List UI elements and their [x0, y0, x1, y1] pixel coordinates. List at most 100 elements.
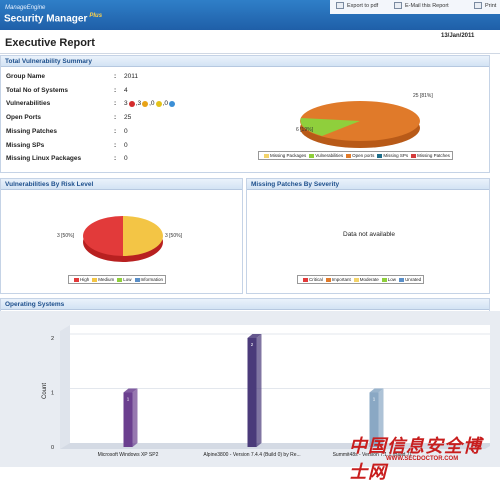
legend-label: Critical	[309, 277, 323, 282]
x-category-label: Microsoft Windows XP SP2	[98, 452, 159, 458]
bar-top	[123, 388, 138, 393]
row-label: Group Name	[6, 73, 46, 80]
row-label: Vulnerabilities	[6, 100, 51, 107]
brand-main: Security Manager	[4, 13, 88, 25]
y-tick-label: 1	[51, 391, 54, 397]
row-value: 0	[124, 155, 128, 162]
medium-risk-icon	[142, 100, 149, 107]
vulnerability-counts: 3, 3, 0, 0	[124, 100, 176, 107]
bar[interactable]	[369, 392, 379, 448]
bar-top	[369, 388, 384, 393]
bar-value-label: 1	[373, 397, 376, 402]
pdf-icon	[336, 2, 344, 9]
panel-title: Missing Patches By Severity	[247, 179, 489, 190]
row-value: 25	[124, 114, 132, 121]
info-count[interactable]: 0	[164, 100, 168, 107]
legend-swatch	[346, 153, 352, 158]
panel-title: Vulnerabilities By Risk Level	[1, 179, 242, 190]
bar-side	[378, 388, 384, 447]
y-axis-label: Count	[42, 383, 48, 399]
legend-swatch	[381, 277, 387, 282]
pie-slice-medium[interactable]	[123, 216, 163, 256]
pie-label-open-ports: 25 [81%]	[413, 93, 433, 99]
title-bar	[0, 30, 500, 54]
email-report-link[interactable]: E-Mail this Report	[394, 2, 449, 9]
legend-label: Moderate	[359, 277, 379, 282]
summary-row: Total No of Systems:4	[6, 87, 128, 94]
legend-label: High	[80, 277, 90, 282]
legend-swatch	[134, 277, 140, 282]
legend-label: Low	[123, 277, 132, 282]
high-risk-icon	[128, 100, 135, 107]
pie-slice-vulnerabilities[interactable]	[300, 118, 360, 136]
chart-back-wall	[70, 325, 490, 443]
low-risk-icon	[155, 100, 162, 107]
bar-value-label: 2	[251, 342, 254, 347]
legend-label: Open ports	[352, 153, 375, 158]
bar-side	[132, 388, 138, 447]
patch-severity-panel: Missing Patches By Severity	[246, 178, 490, 294]
row-value: 2011	[124, 73, 138, 80]
print-label: Print	[485, 2, 497, 9]
os-bar-chart: 1 2 1 0 1 2 Microsoft Windows XP SP2 Alpine38…	[42, 325, 490, 458]
legend-swatch	[74, 277, 79, 282]
summary-legend: Missing Packages Vulnerabilities Open po…	[258, 151, 453, 160]
export-pdf-label: Export to pdf	[347, 2, 379, 9]
summary-row: Missing Patches:0	[6, 128, 128, 135]
summary-pie-chart	[300, 101, 420, 148]
brand-small: ManageEngine	[5, 5, 46, 11]
legend-label: Low	[387, 277, 397, 282]
no-data-message: Data not available	[343, 231, 396, 238]
summary-row: Missing SPs:0	[6, 142, 128, 149]
chart-side-wall	[60, 325, 70, 449]
x-category-label: Alpine3800 - Version 7.4.4 (Build 0) by …	[203, 452, 300, 458]
low-count[interactable]: 0	[150, 100, 155, 107]
summary-row: Group Name:2011	[6, 73, 138, 80]
bar[interactable]	[123, 392, 133, 448]
legend-label: Important	[331, 277, 351, 282]
pie-label-medium: 3 [50%]	[165, 233, 182, 239]
report-date: 13/Jan/2011	[441, 33, 475, 39]
app-header: ManageEngine Security Manager Plus Export…	[0, 0, 500, 30]
bar-top	[247, 334, 262, 338]
risk-pie-chart	[83, 216, 163, 262]
panel-title: Operating Systems	[1, 299, 489, 310]
legend-label: Missing SPs	[383, 153, 409, 158]
legend-label: Information	[140, 277, 164, 282]
legend-label: Medium	[98, 277, 115, 282]
bar[interactable]	[247, 338, 257, 447]
legend-swatch	[325, 277, 331, 282]
pie-slice-high[interactable]	[83, 216, 123, 256]
row-label: Missing Linux Packages	[6, 155, 82, 162]
panel-title: Total Vulnerability Summary	[1, 56, 489, 67]
legend-label: Missing Patches	[417, 153, 450, 158]
brand-plus: Plus	[89, 13, 103, 19]
row-value: 4	[124, 87, 128, 94]
chart-floor	[60, 443, 490, 449]
row-label: Open Ports	[6, 114, 42, 121]
legend-swatch	[309, 153, 315, 158]
pie-label-vulnerabilities: 6 [19%]	[296, 127, 313, 133]
bar-value-label: 1	[127, 397, 130, 402]
legend-swatch	[399, 277, 405, 282]
email-report-label: E-Mail this Report	[405, 2, 449, 9]
y-tick-label: 2	[51, 336, 54, 342]
legend-swatch	[92, 277, 98, 282]
row-value: 0	[124, 142, 128, 149]
page-title: Executive Report	[5, 37, 95, 49]
print-link[interactable]: Print	[474, 2, 496, 9]
brand-logo: Security Manager Plus	[4, 13, 102, 24]
high-count[interactable]: 3	[124, 100, 128, 107]
row-label: Missing Patches	[6, 128, 57, 135]
row-label: Total No of Systems	[6, 87, 69, 94]
medium-count[interactable]: 3	[137, 100, 142, 107]
legend-swatch	[411, 153, 417, 158]
legend-label: Unrated	[405, 277, 422, 282]
legend-swatch	[377, 153, 383, 158]
export-pdf-link[interactable]: Export to pdf	[336, 2, 378, 9]
print-icon	[474, 2, 482, 9]
x-category-label: Summit48s - Version 7.1.1 (Build 7)...	[333, 452, 416, 458]
row-label: Missing SPs	[6, 142, 45, 149]
summary-row: Missing Linux Packages:0	[6, 155, 128, 162]
legend-label: Vulnerabilities	[315, 153, 344, 158]
